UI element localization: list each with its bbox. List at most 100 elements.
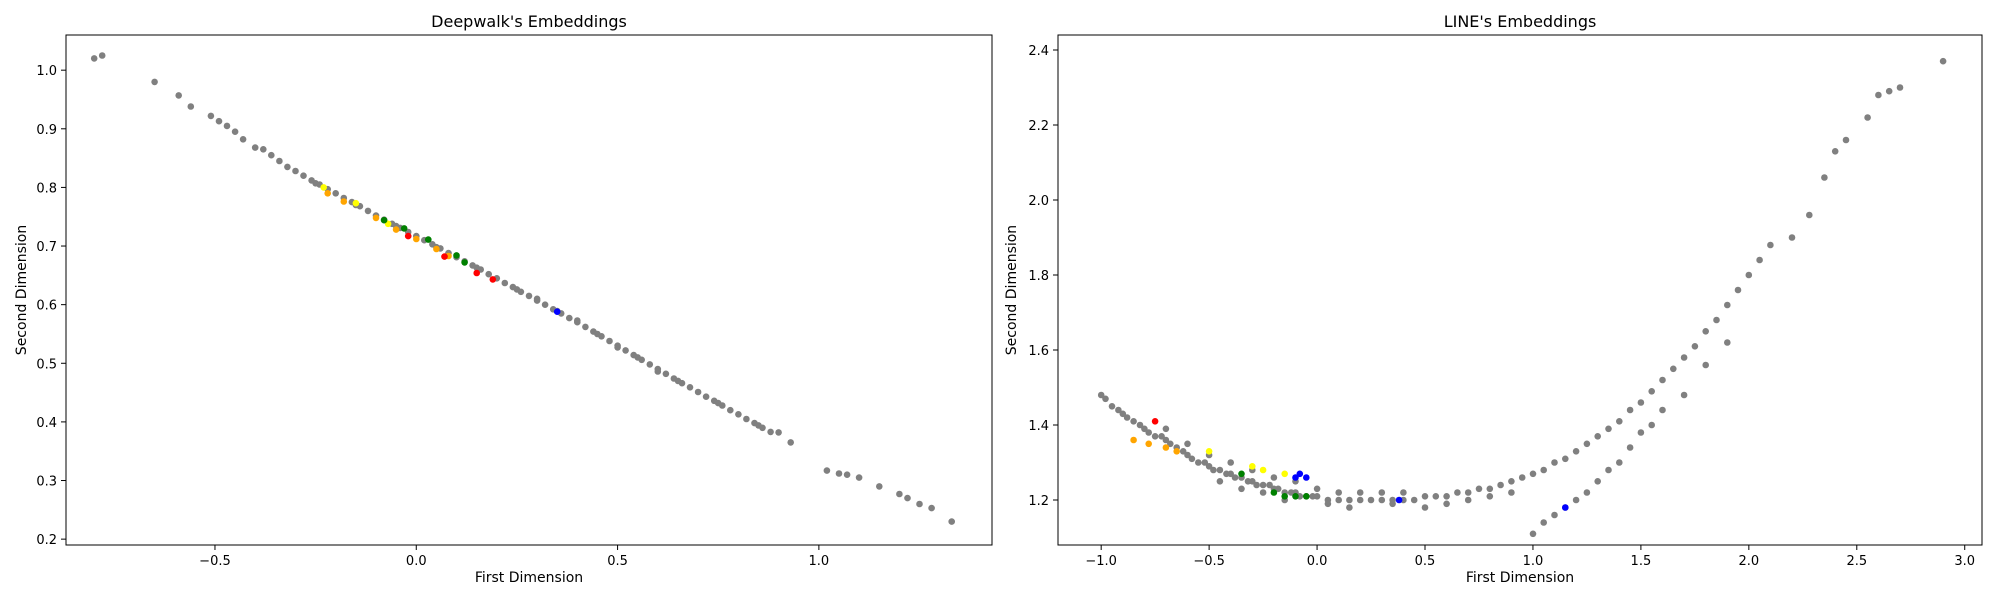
data-point <box>1335 496 1342 504</box>
data-point <box>1637 399 1645 406</box>
data-point <box>1572 496 1580 504</box>
chart-title: LINE's Embeddings <box>1444 12 1597 31</box>
data-point <box>1259 489 1267 496</box>
data-point <box>835 470 843 477</box>
data-point <box>594 330 601 338</box>
data-point <box>1281 493 1288 500</box>
data-point <box>1788 234 1796 241</box>
data-point <box>292 167 299 175</box>
data-point <box>1551 511 1558 519</box>
data-point <box>1508 489 1515 496</box>
data-point <box>260 146 267 153</box>
data-point <box>413 235 420 243</box>
data-point <box>1123 414 1131 421</box>
data-point <box>1167 440 1174 448</box>
data-point <box>606 337 613 345</box>
x-tick-label: 3.0 <box>1954 554 1975 569</box>
data-point <box>1745 271 1753 279</box>
data-point <box>340 198 348 205</box>
data-point <box>1195 459 1202 466</box>
data-point <box>223 122 231 130</box>
data-point <box>1875 91 1882 99</box>
data-point <box>735 411 742 418</box>
data-point <box>823 467 831 474</box>
data-point <box>1713 316 1720 324</box>
data-point <box>1475 485 1483 493</box>
data-point <box>215 117 223 125</box>
y-axis-label: Second Dimension <box>14 225 30 355</box>
x-tick-label: −1.0 <box>1085 554 1117 569</box>
data-point <box>1119 410 1127 418</box>
data-point <box>541 301 549 309</box>
data-point <box>1486 485 1494 493</box>
data-point <box>743 415 750 423</box>
data-point <box>513 286 521 293</box>
data-point <box>1210 466 1217 474</box>
data-point <box>1464 496 1472 504</box>
data-point <box>1691 343 1699 350</box>
data-point <box>1529 470 1537 478</box>
data-point <box>1097 391 1105 399</box>
data-point <box>1680 391 1688 399</box>
data-point <box>1141 425 1148 433</box>
data-point <box>1151 433 1159 440</box>
data-point <box>98 52 106 59</box>
chart-line: LINE's Embeddings First Dimension Second… <box>1004 12 1983 586</box>
data-point <box>1831 148 1839 155</box>
data-point <box>876 483 883 490</box>
x-tick-label: 1.5 <box>1631 554 1652 569</box>
data-point <box>1497 481 1504 489</box>
data-point <box>1648 388 1655 395</box>
data-point <box>473 264 481 272</box>
data-point <box>268 151 275 159</box>
data-point <box>1253 481 1260 489</box>
data-point <box>501 279 509 287</box>
y-tick-label: 0.5 <box>36 357 57 372</box>
data-point <box>1292 474 1299 481</box>
data-point <box>1367 496 1375 504</box>
x-tick-label: 1.0 <box>809 554 830 569</box>
data-point <box>1158 433 1165 440</box>
data-point <box>1896 84 1904 91</box>
data-point <box>1680 354 1688 361</box>
data-point <box>1188 455 1196 463</box>
data-point <box>1432 493 1440 500</box>
data-point <box>1238 470 1245 478</box>
y-tick-label: 1.0 <box>36 64 57 79</box>
data-point <box>1238 485 1245 493</box>
data-point <box>1885 87 1893 95</box>
data-point <box>694 388 702 396</box>
data-point <box>1842 136 1850 144</box>
data-point <box>1637 429 1645 436</box>
data-point <box>1335 489 1342 496</box>
data-point <box>284 163 291 171</box>
data-point <box>727 406 734 414</box>
data-point <box>380 216 388 224</box>
data-point <box>1756 256 1763 264</box>
y-tick-label: 2.2 <box>1028 119 1049 134</box>
data-point <box>187 103 195 110</box>
data-point <box>1724 339 1731 346</box>
data-point <box>1270 474 1278 481</box>
data-point <box>1464 489 1472 496</box>
y-tick-label: 0.4 <box>36 416 57 431</box>
data-point <box>1102 395 1109 403</box>
data-point <box>1486 493 1494 500</box>
axes-frame <box>65 34 993 546</box>
data-point <box>646 361 654 368</box>
data-point <box>855 474 863 481</box>
data-point <box>928 504 935 512</box>
data-point <box>1270 489 1278 496</box>
data-point <box>473 269 481 277</box>
data-point <box>1179 448 1187 455</box>
data-point <box>1583 440 1591 448</box>
data-point <box>276 157 283 165</box>
data-point <box>1162 444 1170 451</box>
data-point <box>1702 361 1709 369</box>
data-point <box>1529 530 1537 538</box>
data-point <box>1724 301 1731 309</box>
data-point <box>1821 174 1828 181</box>
chart-deepwalk: Deepwalk's Embeddings First Dimension Se… <box>14 12 993 586</box>
data-point <box>1605 425 1612 433</box>
data-point <box>714 399 722 407</box>
